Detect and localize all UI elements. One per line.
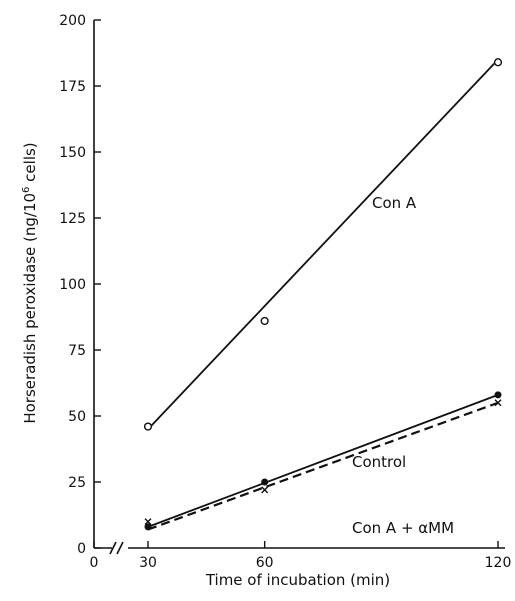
x-tick-label-0: 0 [90, 555, 99, 571]
y-axis-title-main: Horseradish peroxidase (ng/10 [21, 193, 39, 424]
y-tick-label-100: 100 [59, 277, 86, 293]
series-1-point-2 [494, 391, 502, 399]
x-ticks: 0 30 60 120 [90, 541, 512, 571]
series-1-line [147, 394, 499, 528]
series-2-point-1 [261, 486, 269, 494]
y-tick-label-125: 125 [59, 211, 86, 227]
y-axis-title-end: cells) [21, 142, 39, 186]
series-2-point-0 [144, 518, 152, 526]
series-1-point-1 [261, 478, 269, 486]
series-label-con-a-amm: Con A + αMM [352, 519, 454, 537]
series-0-point-0 [143, 422, 153, 431]
y-tick-label-175: 175 [59, 79, 86, 95]
series-0-point-1 [260, 316, 269, 326]
series-0-line [147, 58, 499, 430]
x-axis-break-mark [109, 541, 124, 555]
y-tick-label-150: 150 [59, 145, 86, 161]
y-ticks: 0 25 50 75 100 125 150 175 200 [59, 13, 101, 557]
x-tick-label-120: 120 [485, 555, 512, 571]
x-tick-label-30: 30 [139, 555, 157, 571]
y-tick-label-0: 0 [77, 541, 86, 557]
y-axis-title-superscript: 6 [21, 187, 32, 193]
x-tick-label-60: 60 [256, 555, 274, 571]
series-label-control: Control [352, 453, 406, 471]
series-layer [143, 58, 503, 531]
series-labels: Con A Control Con A + αMM [352, 194, 454, 537]
y-tick-label-200: 200 [59, 13, 86, 29]
series-1 [144, 391, 502, 531]
x-axis-title: Time of incubation (min) [205, 571, 390, 589]
series-0-point-2 [493, 58, 503, 67]
y-tick-label-75: 75 [68, 343, 86, 359]
series-2-line [147, 401, 499, 531]
y-tick-label-50: 50 [68, 409, 86, 425]
y-axis-title: Horseradish peroxidase (ng/106 cells) [21, 142, 39, 423]
series-label-con-a: Con A [372, 194, 417, 212]
series-2-point-2 [494, 399, 502, 407]
series-0 [143, 58, 503, 431]
series-2 [144, 399, 502, 531]
y-tick-label-25: 25 [68, 475, 86, 491]
